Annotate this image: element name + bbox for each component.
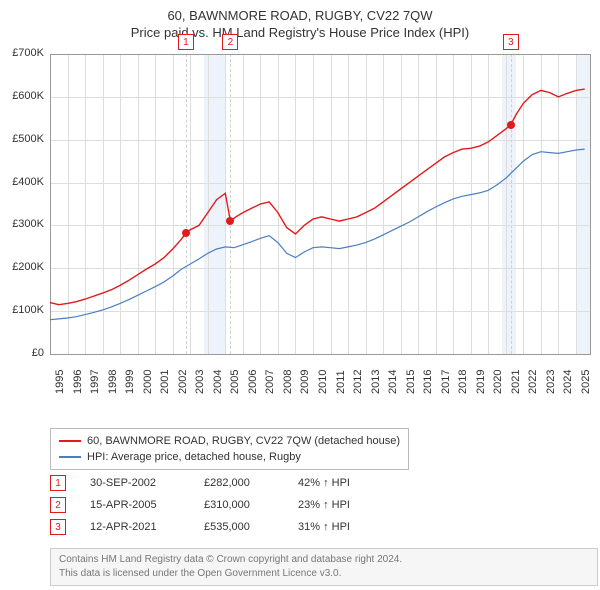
sales-row-marker: 2: [50, 497, 66, 513]
sale-point: [182, 229, 190, 237]
sales-row-price: £310,000: [204, 499, 274, 511]
sales-row-pct: 23% ↑ HPI: [298, 499, 388, 511]
x-tick-label: 2017: [440, 362, 452, 394]
x-tick-label: 2019: [475, 362, 487, 394]
x-tick-label: 2008: [282, 362, 294, 394]
x-tick-label: 2006: [247, 362, 259, 394]
x-tick-label: 2012: [352, 362, 364, 394]
x-tick-label: 2010: [317, 362, 329, 394]
x-tick-label: 2013: [370, 362, 382, 394]
x-tick-label: 1995: [54, 362, 66, 394]
x-tick-label: 2000: [142, 362, 154, 394]
legend-label: 60, BAWNMORE ROAD, RUGBY, CV22 7QW (deta…: [87, 435, 400, 447]
x-tick-label: 1998: [107, 362, 119, 394]
attribution-box: Contains HM Land Registry data © Crown c…: [50, 548, 598, 586]
x-tick-label: 2016: [422, 362, 434, 394]
series-hpi: [50, 149, 585, 320]
sales-row: 3 12-APR-2021 £535,000 31% ↑ HPI: [50, 516, 388, 538]
legend: 60, BAWNMORE ROAD, RUGBY, CV22 7QW (deta…: [50, 428, 409, 470]
x-tick-label: 2025: [580, 362, 592, 394]
sales-row: 1 30-SEP-2002 £282,000 42% ↑ HPI: [50, 472, 388, 494]
chart-title: 60, BAWNMORE ROAD, RUGBY, CV22 7QW: [0, 0, 600, 23]
sales-row-date: 15-APR-2005: [90, 499, 180, 511]
sales-row-date: 12-APR-2021: [90, 521, 180, 533]
sales-row-date: 30-SEP-2002: [90, 477, 180, 489]
legend-label: HPI: Average price, detached house, Rugb…: [87, 451, 301, 463]
sale-point: [226, 217, 234, 225]
sale-point: [507, 121, 515, 129]
legend-swatch: [59, 456, 81, 458]
x-tick-label: 2009: [299, 362, 311, 394]
sales-row: 2 15-APR-2005 £310,000 23% ↑ HPI: [50, 494, 388, 516]
x-tick-label: 2023: [545, 362, 557, 394]
sales-row-pct: 42% ↑ HPI: [298, 477, 388, 489]
sales-row-price: £535,000: [204, 521, 274, 533]
x-tick-label: 1997: [89, 362, 101, 394]
x-tick-label: 2004: [212, 362, 224, 394]
legend-swatch: [59, 440, 81, 442]
attribution-line-1: Contains HM Land Registry data © Crown c…: [59, 553, 589, 567]
sales-row-price: £282,000: [204, 477, 274, 489]
legend-row: 60, BAWNMORE ROAD, RUGBY, CV22 7QW (deta…: [59, 433, 400, 449]
x-tick-label: 2001: [159, 362, 171, 394]
x-tick-label: 2005: [229, 362, 241, 394]
chart-area: £0£100K£200K£300K£400K£500K£600K£700K199…: [0, 50, 600, 420]
sales-row-marker: 1: [50, 475, 66, 491]
x-tick-label: 2018: [457, 362, 469, 394]
x-tick-label: 2021: [510, 362, 522, 394]
x-tick-label: 2024: [562, 362, 574, 394]
sale-marker-box: 1: [178, 34, 194, 50]
x-tick-label: 2015: [405, 362, 417, 394]
attribution-line-2: This data is licensed under the Open Gov…: [59, 567, 589, 581]
x-tick-label: 2014: [387, 362, 399, 394]
x-tick-label: 1996: [72, 362, 84, 394]
legend-row: HPI: Average price, detached house, Rugb…: [59, 449, 400, 465]
sales-row-marker: 3: [50, 519, 66, 535]
x-tick-label: 2020: [492, 362, 504, 394]
x-tick-label: 2007: [264, 362, 276, 394]
x-tick-label: 2003: [194, 362, 206, 394]
sales-table: 1 30-SEP-2002 £282,000 42% ↑ HPI 2 15-APR-200…: [50, 472, 388, 538]
x-tick-label: 2011: [335, 362, 347, 394]
series-price_paid: [50, 89, 585, 305]
sale-marker-box: 3: [503, 34, 519, 50]
x-tick-label: 1999: [124, 362, 136, 394]
sale-marker-box: 2: [222, 34, 238, 50]
x-tick-label: 2022: [527, 362, 539, 394]
series-svg: [0, 50, 592, 356]
x-tick-label: 2002: [177, 362, 189, 394]
sales-row-pct: 31% ↑ HPI: [298, 521, 388, 533]
